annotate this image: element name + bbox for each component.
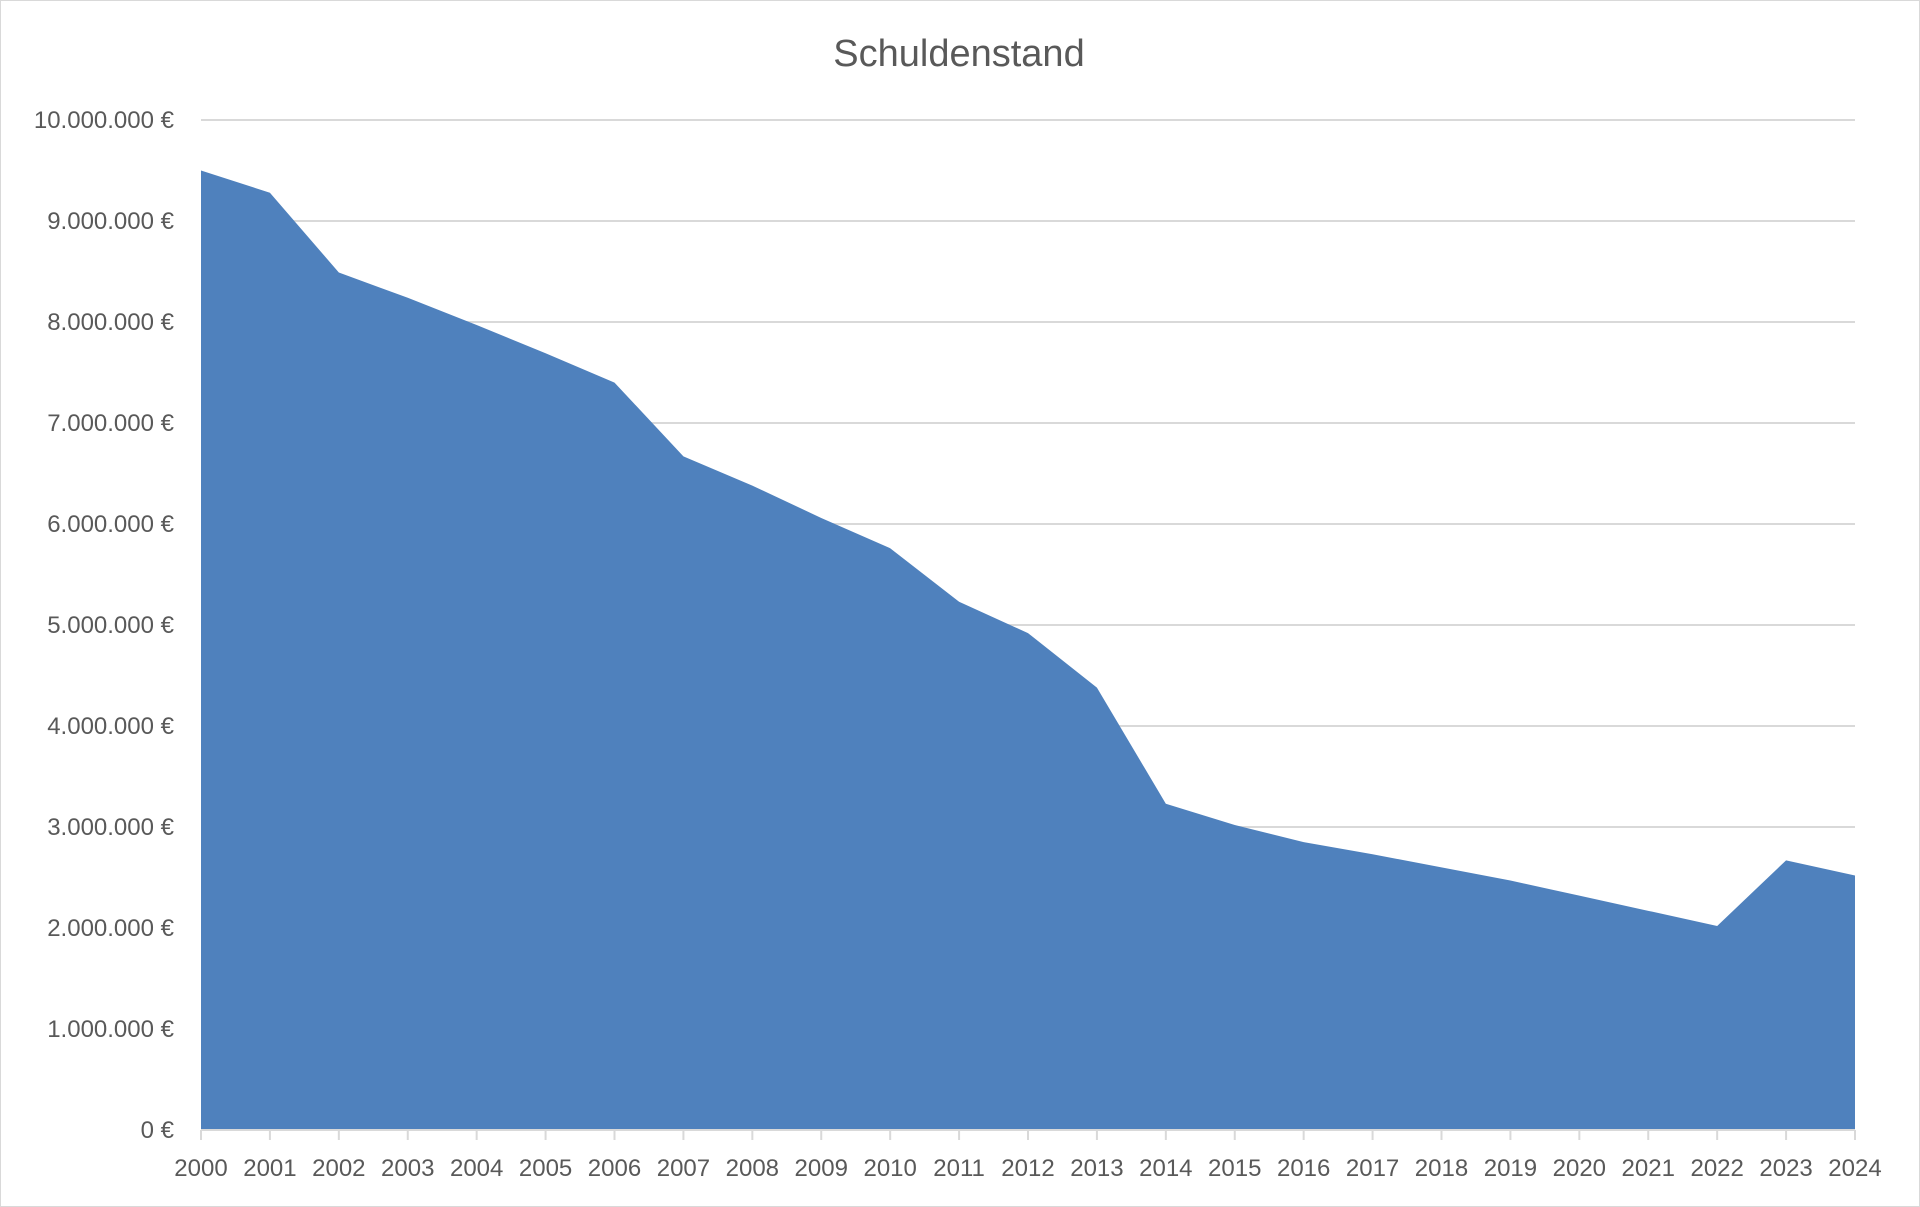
y-tick-label: 2.000.000 € xyxy=(47,915,174,942)
x-tick-label: 2004 xyxy=(450,1155,503,1182)
x-tick-label: 2012 xyxy=(1001,1155,1054,1182)
x-tick-label: 2015 xyxy=(1208,1155,1261,1182)
y-tick-label: 9.000.000 € xyxy=(47,208,174,235)
x-tick-label: 2011 xyxy=(933,1155,985,1182)
x-tick-label: 2009 xyxy=(795,1155,848,1182)
y-axis: 0 € 1.000.000 € 2.000.000 € 3.000.000 € 4.00… xyxy=(34,107,175,1144)
x-tick-label: 2017 xyxy=(1346,1155,1399,1182)
x-tick-label: 2014 xyxy=(1139,1155,1192,1182)
x-tick-label: 2005 xyxy=(519,1155,572,1182)
x-tick-label: 2010 xyxy=(863,1155,916,1182)
x-tick-label: 2006 xyxy=(588,1155,641,1182)
y-tick-label: 10.000.000 € xyxy=(34,107,175,134)
y-tick-label: 0 € xyxy=(141,1117,175,1144)
x-tick-label: 2018 xyxy=(1415,1155,1468,1182)
x-tick-label: 2019 xyxy=(1484,1155,1537,1182)
x-tick-label: 2007 xyxy=(657,1155,710,1182)
y-tick-label: 3.000.000 € xyxy=(47,814,174,841)
y-tick-label: 4.000.000 € xyxy=(47,713,174,740)
plot-area xyxy=(201,170,1855,1130)
x-tick-label: 2016 xyxy=(1277,1155,1330,1182)
y-tick-label: 5.000.000 € xyxy=(47,612,174,639)
x-axis: 2000 2001 2002 2003 2004 2005 2006 2007 2008 2009… xyxy=(174,1129,1882,1182)
x-tick-label: 2008 xyxy=(726,1155,779,1182)
x-tick-label: 2000 xyxy=(174,1155,227,1182)
y-tick-label: 1.000.000 € xyxy=(47,1016,174,1043)
x-tick-label: 2020 xyxy=(1553,1155,1606,1182)
x-tick-label: 2013 xyxy=(1070,1155,1123,1182)
chart-title: Schuldenstand xyxy=(833,33,1084,75)
x-tick-label: 2022 xyxy=(1690,1155,1743,1182)
area-series xyxy=(201,170,1855,1130)
x-tick-label: 2002 xyxy=(312,1155,365,1182)
y-tick-label: 7.000.000 € xyxy=(47,410,174,437)
y-tick-label: 6.000.000 € xyxy=(47,511,174,538)
x-tick-label: 2021 xyxy=(1622,1155,1675,1182)
y-tick-label: 8.000.000 € xyxy=(47,309,174,336)
x-tick-label: 2001 xyxy=(243,1155,296,1182)
x-tick-label: 2023 xyxy=(1759,1155,1812,1182)
x-tick-label: 2003 xyxy=(381,1155,434,1182)
x-tick-label: 2024 xyxy=(1828,1155,1881,1182)
